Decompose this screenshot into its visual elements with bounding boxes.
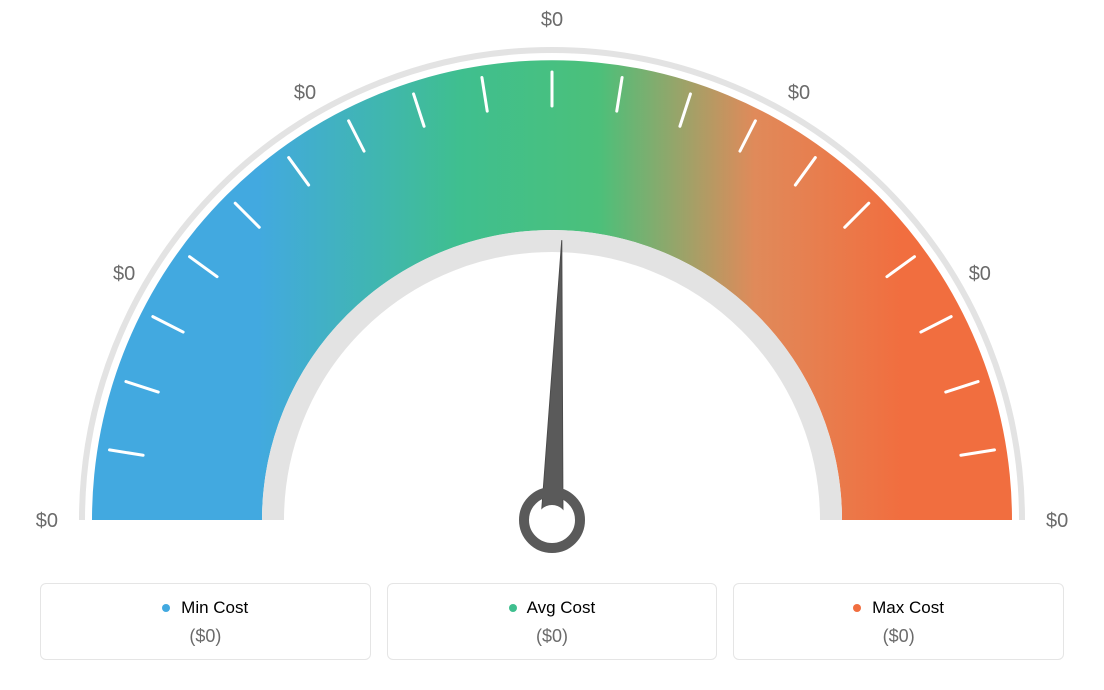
legend-card-max: Max Cost ($0) (733, 583, 1064, 660)
legend-value-min: ($0) (51, 626, 360, 647)
legend-dot-min (162, 604, 170, 612)
svg-text:$0: $0 (969, 263, 991, 285)
legend-label-max: Max Cost (872, 598, 944, 617)
legend-label-avg: Avg Cost (527, 598, 596, 617)
legend-row: Min Cost ($0) Avg Cost ($0) Max Cost ($0… (40, 583, 1064, 660)
legend-card-avg: Avg Cost ($0) (387, 583, 718, 660)
cost-gauge: $0 $0 $0 $0 $0 $0 $0 (0, 0, 1104, 570)
legend-dot-avg (509, 604, 517, 612)
legend-card-min: Min Cost ($0) (40, 583, 371, 660)
svg-text:$0: $0 (1046, 510, 1068, 532)
svg-text:$0: $0 (36, 510, 58, 532)
svg-text:$0: $0 (113, 263, 135, 285)
legend-value-max: ($0) (744, 626, 1053, 647)
legend-dot-max (853, 604, 861, 612)
svg-text:$0: $0 (541, 9, 563, 31)
legend-value-avg: ($0) (398, 626, 707, 647)
svg-text:$0: $0 (788, 82, 810, 104)
svg-text:$0: $0 (294, 82, 316, 104)
legend-label-min: Min Cost (181, 598, 248, 617)
